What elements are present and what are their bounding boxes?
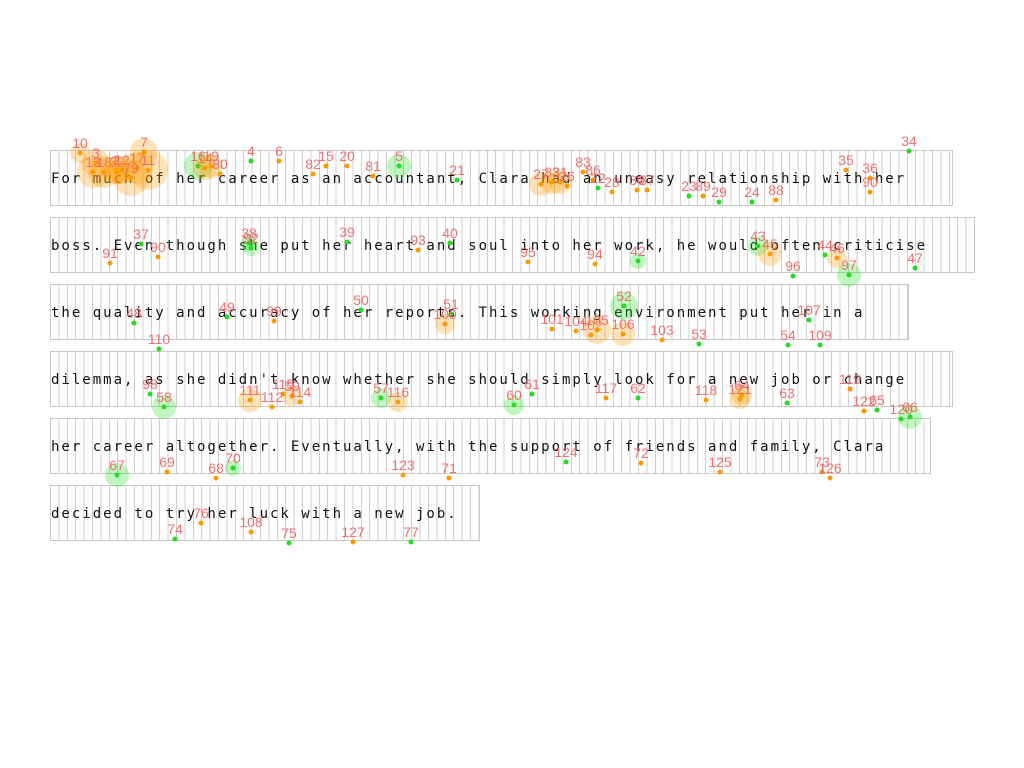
text-line-1-text: For much of her career as an accountant,… — [51, 171, 907, 187]
fixation-point — [817, 342, 823, 348]
fixation-point — [785, 342, 791, 348]
text-line-5: her career altogether. Eventually, with … — [50, 418, 931, 474]
fixation-index-label: 7 — [140, 134, 148, 150]
text-line-2: boss. Even though she put her heart and … — [50, 217, 975, 273]
fixation-point — [861, 408, 867, 414]
text-line-1: For much of her career as an accountant,… — [50, 150, 953, 206]
fixation-point — [286, 540, 292, 546]
text-line-6: decided to try her luck with a new job. — [50, 485, 480, 541]
fixation-point — [874, 407, 880, 413]
fixation-point — [446, 475, 452, 481]
text-line-3-text: the quality and accuracy of her reports.… — [51, 305, 865, 321]
text-line-2-text: boss. Even though she put her heart and … — [51, 238, 928, 254]
fixation-point — [696, 341, 702, 347]
fixation-point — [846, 272, 852, 278]
fixation-point — [827, 475, 833, 481]
fixation-index-label: 10 — [72, 135, 88, 151]
fixation-index-label: 34 — [901, 133, 917, 149]
text-line-3: the quality and accuracy of her reports.… — [50, 284, 909, 340]
text-line-4-text: dilemma, as she didn't know whether she … — [51, 372, 907, 388]
text-line-4: dilemma, as she didn't know whether she … — [50, 351, 953, 407]
fixation-point — [213, 475, 219, 481]
text-line-6-text: decided to try her luck with a new job. — [51, 506, 458, 522]
fixation-point — [790, 273, 796, 279]
text-line-5-text: her career altogether. Eventually, with … — [51, 439, 886, 455]
